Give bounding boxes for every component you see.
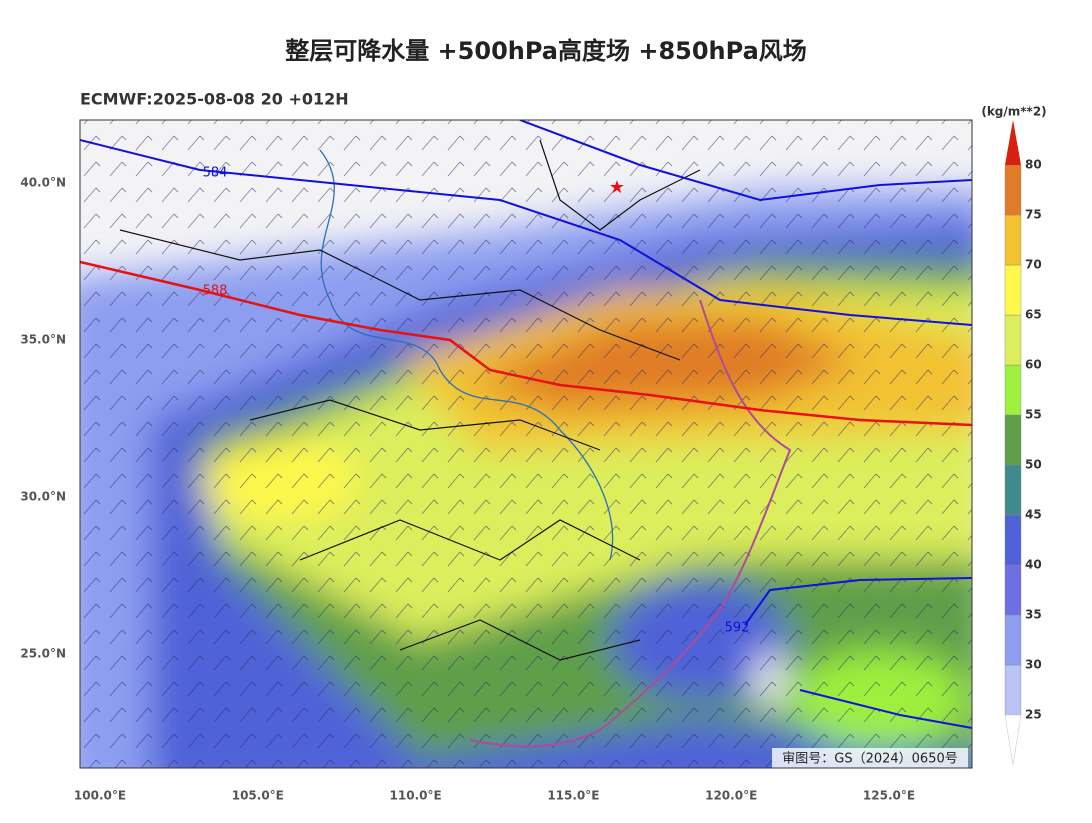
colorbar-tick-label: 80: [1025, 158, 1042, 172]
coastline: [469, 299, 792, 748]
colorbar-segment: [1004, 614, 1022, 666]
capital-marker: ★: [609, 177, 625, 198]
x-axis-label: 120.0°E: [705, 789, 757, 803]
map-area: ★ 审图号：GS（2024）0650号: [80, 120, 972, 768]
title: 整层可降水量 +500hPa高度场 +850hPa风场: [285, 37, 807, 65]
colorbar-segment: [1004, 464, 1022, 516]
borders: [119, 139, 701, 661]
colorbar-tick-label: 70: [1025, 258, 1042, 272]
colorbar-segment: [1004, 564, 1022, 616]
contour-line: [80, 260, 972, 427]
x-axis-label: 105.0°E: [232, 789, 284, 803]
colorbar-segment: [1004, 314, 1022, 366]
colorbar-tick-label: 45: [1025, 508, 1042, 522]
colorbar-under: [1004, 714, 1022, 766]
colorbar-tick-label: 30: [1025, 658, 1042, 672]
colorbar-over: [1005, 120, 1021, 165]
y-axis-label: 25.0°N: [20, 647, 66, 661]
subtitle: ECMWF:2025-08-08 20 +012H: [80, 90, 349, 109]
colorbar-tick-label: 55: [1025, 408, 1042, 422]
colorbar-tick-label: 25: [1025, 708, 1042, 722]
map-frame: [79, 119, 973, 769]
colorbar-unit: (kg/m**2): [981, 105, 1046, 119]
y-axis-label: 30.0°N: [20, 490, 66, 504]
colorbar-tick-label: 35: [1025, 608, 1042, 622]
contour-line: [80, 139, 972, 326]
colorbar-tick-label: 65: [1025, 308, 1042, 322]
y-axis-label: 40.0°N: [20, 176, 66, 190]
x-axis-label: 110.0°E: [390, 789, 442, 803]
colorbar-segment: [1004, 264, 1022, 316]
axis-labels: 100.0°E 105.0°E 110.0°E 115.0°E 120.0°E 125.0…: [20, 176, 915, 803]
approval-box: [772, 748, 968, 768]
colorbar-tick-label: 50: [1025, 458, 1042, 472]
colorbar-tick-label: 60: [1025, 358, 1042, 372]
x-axis-label: 125.0°E: [863, 789, 915, 803]
wind-barbs: [80, 120, 972, 768]
approval-number: 审图号：GS（2024）0650号: [782, 752, 958, 767]
colorbar-tick-label: 75: [1025, 208, 1042, 222]
contour-label: 588: [203, 284, 228, 299]
contour-label: 592: [725, 621, 750, 636]
contour-labels: 584 588 592: [203, 166, 750, 636]
x-axis-label: 100.0°E: [74, 789, 126, 803]
y-axis-label: 35.0°N: [20, 333, 66, 347]
rivers: [319, 149, 614, 561]
contour-label: 584: [203, 166, 228, 181]
colorbar-segment: [1004, 664, 1022, 716]
colorbar-segment: [1004, 164, 1022, 216]
colorbar-segment: [1004, 214, 1022, 266]
contour-line: [744, 577, 972, 626]
colorbar-tick-label: 40: [1025, 558, 1042, 572]
contour-line: [519, 120, 972, 202]
contour-line: [799, 689, 972, 729]
colorbar-segment: [1004, 514, 1022, 566]
colorbar: 25 30 35 40 45 50 55 60 65 70 75 80: [1004, 120, 1042, 766]
colorbar-segment: [1004, 414, 1022, 466]
x-axis-label: 115.0°E: [547, 789, 599, 803]
colorbar-segment: [1004, 364, 1022, 416]
